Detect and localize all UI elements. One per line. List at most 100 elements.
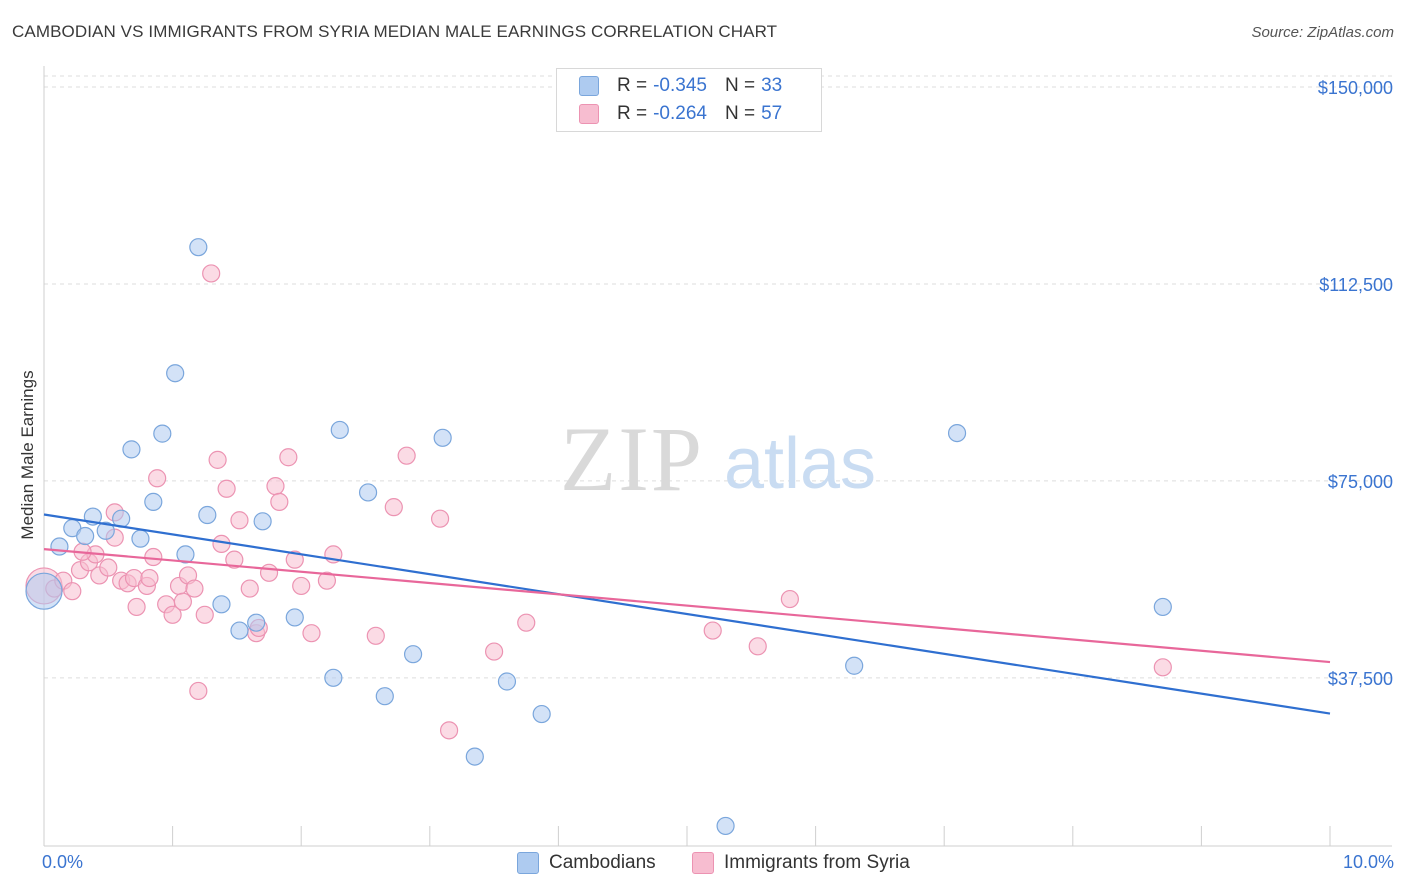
data-point: [127, 597, 146, 617]
legend-n-value: 33: [761, 75, 783, 96]
legend-row-cambodians: R = -0.345 N = 33: [579, 74, 782, 98]
data-point: [225, 550, 244, 569]
correlation-legend: R = -0.345 N = 33 R = -0.264 N = 57: [556, 68, 822, 132]
legend-r-value: -0.264: [653, 103, 707, 124]
data-point: [947, 423, 967, 443]
data-point: [173, 592, 192, 611]
data-point: [99, 558, 118, 577]
data-point: [324, 668, 343, 687]
y-tick-labels: $150,000 $112,500 $75,000 $37,500: [1318, 78, 1393, 689]
data-point: [270, 492, 289, 511]
source-label: Source: ZipAtlas.com: [1251, 24, 1394, 41]
y-tick-label: $150,000: [1318, 78, 1393, 98]
data-point: [465, 747, 484, 766]
trend-line-syria: [43, 548, 1331, 664]
axes: [43, 66, 1392, 847]
data-point: [153, 424, 172, 443]
legend-item-syria[interactable]: Immigrants from Syria: [692, 852, 910, 874]
data-point: [397, 446, 416, 465]
data-point: [375, 687, 394, 706]
x-tick-label-max: 10.0%: [1342, 852, 1394, 872]
data-point: [433, 428, 452, 447]
trend-lines: [43, 513, 1331, 715]
trend-line-cambodians: [43, 513, 1331, 715]
chart-title: CAMBODIAN VS IMMIGRANTS FROM SYRIA MEDIA…: [12, 22, 778, 41]
data-point: [144, 547, 163, 567]
data-point: [208, 450, 227, 469]
data-point: [163, 605, 182, 624]
legend-n-label: N =: [724, 103, 756, 124]
data-point: [189, 681, 208, 701]
data-point: [198, 505, 217, 525]
data-point: [76, 526, 95, 546]
data-point: [266, 477, 285, 496]
data-point: [780, 589, 799, 609]
data-point: [148, 469, 167, 488]
legend-r-label: R =: [617, 103, 648, 124]
data-point: [144, 492, 163, 511]
data-point: [384, 498, 403, 517]
data-point: [253, 512, 272, 531]
legend-swatch-blue: [517, 852, 539, 874]
legend-n-label: N =: [724, 75, 756, 96]
data-point: [217, 479, 236, 498]
data-point: [532, 704, 551, 724]
series-cambodians: [25, 238, 1172, 836]
data-point: [403, 645, 423, 664]
watermark-zip: ZIP: [560, 408, 704, 510]
data-point: [703, 621, 722, 640]
data-point: [166, 364, 185, 383]
data-point: [358, 483, 378, 502]
legend-label: Immigrants from Syria: [724, 852, 910, 873]
data-point: [439, 721, 459, 740]
data-point: [230, 511, 249, 530]
data-point: [1153, 597, 1172, 617]
legend-n-value: 57: [761, 103, 783, 124]
data-point: [96, 521, 115, 540]
data-point: [317, 571, 337, 590]
data-point: [748, 637, 767, 656]
data-point: [285, 550, 304, 569]
data-point: [330, 420, 349, 440]
data-point: [485, 642, 504, 661]
data-point: [176, 545, 195, 564]
data-point: [430, 509, 450, 528]
data-point: [63, 582, 82, 601]
data-point: [212, 595, 231, 614]
legend-r-label: R =: [617, 75, 648, 96]
legend-swatch-pink: [692, 852, 714, 874]
data-point: [497, 672, 517, 691]
legend-swatch-pink: [579, 104, 599, 124]
data-point: [122, 440, 141, 459]
data-point: [230, 621, 249, 640]
data-point: [1153, 658, 1172, 677]
series-legend: Cambodians Immigrants from Syria: [0, 852, 1406, 878]
data-point: [259, 563, 279, 582]
data-point: [366, 626, 385, 645]
data-point: [845, 656, 864, 675]
watermark-atlas: atlas: [724, 424, 876, 504]
data-point: [202, 264, 221, 283]
watermark: ZIP atlas: [560, 408, 876, 510]
data-point: [131, 529, 150, 548]
legend-row-syria: R = -0.264 N = 57: [579, 102, 782, 126]
legend-swatch-blue: [579, 76, 599, 96]
data-point: [247, 613, 266, 632]
data-point: [517, 613, 536, 632]
data-point: [25, 572, 63, 610]
legend-r-value: -0.345: [653, 75, 707, 96]
y-tick-label: $37,500: [1328, 669, 1393, 689]
data-point: [50, 537, 69, 556]
data-point: [302, 624, 321, 643]
data-point: [185, 579, 204, 598]
y-tick-label: $112,500: [1319, 275, 1393, 295]
data-point: [195, 605, 214, 624]
data-point: [285, 608, 304, 627]
legend-label: Cambodians: [549, 852, 656, 873]
data-point: [279, 448, 298, 467]
data-point: [140, 568, 159, 588]
legend-item-cambodians[interactable]: Cambodians: [517, 852, 656, 874]
data-point: [716, 816, 735, 836]
x-tick-label-min: 0.0%: [42, 852, 84, 872]
